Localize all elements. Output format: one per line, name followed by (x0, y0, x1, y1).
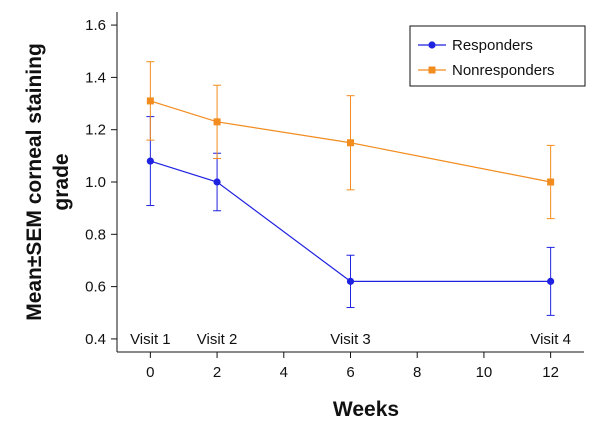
x-tick-label: 2 (213, 364, 221, 381)
data-point (547, 277, 555, 285)
y-axis-title-line-1: Mean±SEM corneal staining (23, 43, 46, 321)
series-line (150, 160, 551, 282)
x-tick-label: 12 (542, 364, 559, 381)
y-tick-label: 1.2 (85, 122, 106, 139)
visit-label: Visit 4 (530, 331, 571, 348)
y-tick-label: 0.6 (85, 279, 106, 296)
visit-label: Visit 1 (130, 331, 171, 348)
legend: Responders Nonresponders (409, 25, 586, 87)
legend-box (409, 25, 586, 87)
data-point (547, 178, 555, 186)
y-tick-label: 1.4 (85, 69, 106, 86)
data-point (213, 178, 221, 186)
data-point (146, 157, 154, 165)
x-tick-label: 0 (146, 364, 154, 381)
data-point (213, 118, 221, 126)
series-line (150, 100, 551, 183)
x-tick-label: 6 (346, 364, 354, 381)
x-tick-label: 10 (476, 364, 493, 381)
legend-responders-label: Responders (452, 37, 533, 54)
y-tick-label: 0.4 (85, 331, 106, 348)
legend-nonresponders-label: Nonresponders (452, 62, 555, 79)
series-responders (146, 116, 555, 316)
legend-nonresponders-marker (428, 66, 436, 74)
x-axis-title: Weeks (333, 398, 399, 421)
visit-label: Visit 3 (330, 331, 371, 348)
y-tick-label: 1.6 (85, 17, 106, 34)
data-point (146, 97, 154, 105)
data-point (347, 139, 354, 147)
visit-label: Visit 2 (197, 331, 238, 348)
data-point (346, 277, 355, 285)
x-tick-label: 4 (280, 364, 288, 381)
y-axis-title-line-2: grade (50, 153, 73, 210)
y-tick-label: 0.8 (85, 226, 106, 243)
legend-responders-marker (428, 41, 436, 49)
series-nonresponders (146, 61, 555, 220)
x-tick-label: 8 (413, 364, 421, 381)
y-tick-label: 1.0 (85, 174, 106, 191)
